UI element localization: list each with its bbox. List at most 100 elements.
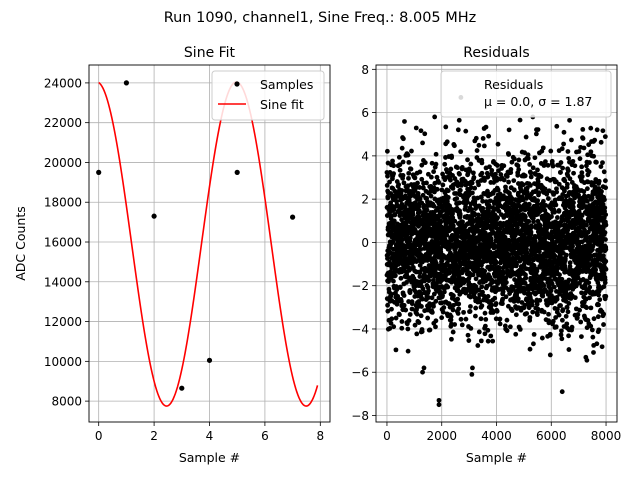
residual-point bbox=[547, 352, 553, 358]
residual-point bbox=[426, 278, 432, 284]
residual-point bbox=[413, 289, 419, 295]
residual-point bbox=[404, 280, 409, 285]
residual-point bbox=[590, 334, 596, 340]
residual-point bbox=[478, 338, 484, 344]
residual-point bbox=[391, 324, 397, 330]
residual-point bbox=[596, 178, 602, 184]
residual-point bbox=[579, 334, 584, 340]
residual-point bbox=[416, 208, 422, 214]
residual-point bbox=[513, 312, 519, 318]
residual-point bbox=[476, 287, 482, 293]
residual-point bbox=[473, 305, 479, 311]
residual-point bbox=[449, 336, 454, 342]
residual-point bbox=[588, 149, 594, 155]
residual-point bbox=[399, 188, 405, 193]
residual-point bbox=[564, 305, 570, 310]
x-tick-label: 4 bbox=[206, 429, 214, 443]
residual-point bbox=[537, 297, 543, 303]
residual-point bbox=[561, 141, 566, 147]
residual-point bbox=[403, 193, 408, 199]
residual-point bbox=[517, 117, 523, 123]
residual-point bbox=[393, 315, 399, 321]
residual-point bbox=[447, 270, 452, 276]
residual-point bbox=[479, 303, 485, 309]
residual-point bbox=[554, 189, 560, 195]
residual-point bbox=[485, 174, 491, 180]
residual-point bbox=[565, 227, 571, 233]
residual-point bbox=[401, 180, 407, 186]
residual-point bbox=[548, 288, 554, 293]
residual-point bbox=[472, 198, 478, 204]
residual-point bbox=[596, 292, 601, 298]
residual-point bbox=[533, 131, 539, 137]
residual-point bbox=[489, 168, 495, 173]
residual-point bbox=[556, 312, 562, 318]
residual-point bbox=[448, 314, 454, 320]
residual-point bbox=[429, 310, 435, 315]
residual-point bbox=[538, 174, 544, 179]
residual-point bbox=[467, 309, 473, 314]
sine-fit-legend: Samples Sine fit bbox=[211, 70, 325, 121]
residual-point bbox=[488, 333, 494, 339]
residual-point bbox=[572, 163, 578, 169]
residual-point bbox=[419, 296, 425, 302]
residual-point bbox=[523, 134, 529, 140]
residual-point bbox=[386, 279, 391, 284]
residual-point bbox=[481, 143, 487, 149]
residual-point bbox=[524, 311, 530, 316]
residual-point bbox=[534, 268, 540, 274]
sample-point bbox=[179, 385, 185, 391]
residual-point bbox=[520, 182, 526, 188]
residual-point bbox=[497, 265, 502, 271]
residual-point bbox=[506, 152, 512, 157]
residual-outlier-point bbox=[420, 369, 425, 375]
residual-point bbox=[560, 165, 566, 171]
residual-point bbox=[602, 280, 608, 286]
residual-point bbox=[408, 166, 414, 172]
residual-point bbox=[512, 156, 517, 162]
y-tick-label: 8 bbox=[361, 63, 369, 77]
residual-point bbox=[493, 259, 499, 265]
residual-point bbox=[603, 247, 609, 252]
y-tick-label: 24000 bbox=[44, 76, 82, 90]
residual-point bbox=[528, 182, 533, 188]
residual-point bbox=[563, 313, 569, 319]
residual-point bbox=[576, 149, 582, 154]
residual-point bbox=[549, 214, 554, 219]
residual-point bbox=[528, 223, 534, 229]
residual-point bbox=[495, 141, 501, 147]
residual-point bbox=[385, 308, 391, 314]
residual-point bbox=[600, 160, 605, 166]
residual-point bbox=[387, 326, 393, 331]
residual-point bbox=[396, 154, 402, 160]
residual-point bbox=[559, 317, 565, 323]
sine-fit-line bbox=[98, 81, 319, 407]
residual-point bbox=[431, 203, 437, 209]
residual-point bbox=[504, 173, 510, 179]
residual-point bbox=[468, 304, 473, 309]
residuals-y-ticks: −8 −6 −4 −2 0 2 4 6 8 bbox=[351, 63, 376, 423]
residual-point bbox=[478, 316, 484, 322]
residual-point bbox=[600, 201, 606, 207]
residual-point bbox=[429, 160, 435, 166]
residual-point bbox=[385, 173, 390, 179]
residual-point bbox=[581, 189, 587, 194]
residual-point bbox=[602, 205, 608, 211]
residual-point bbox=[455, 165, 460, 171]
residual-point bbox=[580, 127, 586, 132]
residual-point bbox=[450, 329, 456, 335]
residual-point bbox=[399, 325, 405, 331]
residual-point bbox=[464, 199, 470, 205]
residual-point bbox=[465, 332, 471, 338]
residual-point bbox=[496, 208, 502, 214]
sine-fit-x-axis-label: Sample # bbox=[179, 450, 240, 465]
residual-point bbox=[566, 155, 572, 161]
residual-point bbox=[563, 252, 569, 258]
residual-point bbox=[420, 286, 426, 292]
residual-outlier-point bbox=[436, 397, 442, 403]
residual-point bbox=[440, 293, 445, 299]
residual-point bbox=[536, 190, 542, 196]
residual-point bbox=[527, 346, 533, 352]
residual-point bbox=[406, 159, 412, 165]
residual-point bbox=[509, 159, 515, 165]
